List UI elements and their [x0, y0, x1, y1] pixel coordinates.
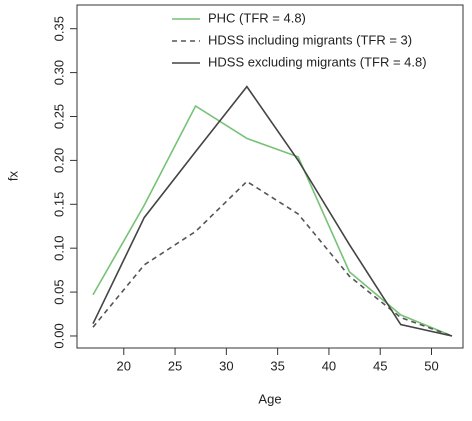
series-line	[92, 104, 453, 337]
legend-label: HDSS including migrants (TFR = 3)	[208, 32, 412, 47]
legend-label: HDSS excluding migrants (TFR = 4.8)	[208, 54, 427, 69]
x-tick-label: 20	[117, 358, 131, 373]
y-tick-label: 0.30	[51, 60, 66, 85]
y-tick-label: 0.05	[51, 279, 66, 304]
plot-frame	[76, 4, 464, 349]
x-tick-label: 50	[424, 358, 438, 373]
x-tick-label: 30	[219, 358, 233, 373]
y-tick-label: 0.25	[51, 104, 66, 129]
legend-label: PHC (TFR = 4.8)	[208, 10, 306, 25]
y-tick-label: 0.15	[51, 192, 66, 217]
y-axis-title: fx	[5, 170, 20, 181]
x-tick-label: 25	[168, 358, 182, 373]
y-tick-label: 0.10	[51, 236, 66, 261]
x-tick-label: 45	[373, 358, 387, 373]
series-line	[92, 85, 453, 337]
y-tick-label: 0.00	[51, 323, 66, 348]
y-tick-label: 0.35	[51, 16, 66, 41]
y-tick-label: 0.20	[51, 148, 66, 173]
x-axis-title: Age	[258, 391, 281, 406]
x-tick-label: 35	[270, 358, 284, 373]
x-tick-label: 40	[322, 358, 336, 373]
